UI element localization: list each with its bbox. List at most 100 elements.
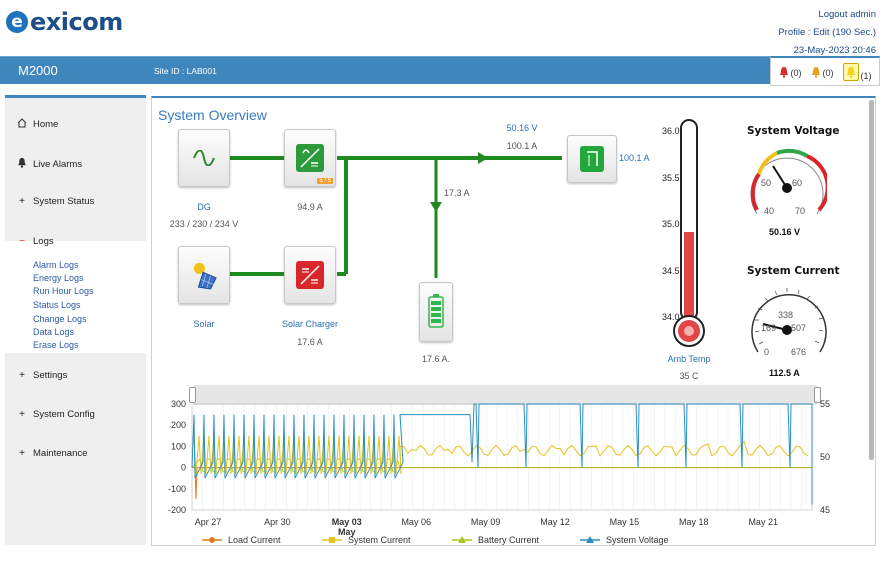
system-voltage-value: 50.16 V — [769, 227, 801, 237]
minor-alarm-indicator[interactable]: (1) — [842, 62, 872, 81]
x-tick-label: May — [338, 527, 356, 537]
bus-current: 100.1 A — [506, 141, 538, 151]
orange-bell-icon — [811, 66, 821, 78]
plus-icon: + — [19, 448, 25, 459]
sidebar-subitem-energy-logs[interactable]: Energy Logs — [33, 273, 84, 283]
x-tick-label: Apr 30 — [264, 517, 291, 527]
thermometer-fill — [684, 232, 694, 320]
x-tick-label: May 09 — [471, 517, 501, 527]
x-tick-label: May 06 — [401, 517, 431, 527]
sidebar-item-settings[interactable]: + Settings — [17, 370, 67, 381]
load-current: 100.1 A — [619, 153, 650, 163]
vertical-scrollbar[interactable] — [869, 100, 874, 460]
range-handle-right[interactable] — [814, 387, 821, 403]
sidebar-item-label: Live Alarms — [33, 158, 83, 170]
sidebar-subitem-alarm-logs[interactable]: Alarm Logs — [33, 260, 79, 270]
logout-link[interactable]: Logout admin — [818, 9, 876, 20]
temp-scale-tick: 36.0 — [662, 126, 680, 136]
sidebar-item-home[interactable]: Home — [17, 118, 58, 131]
plus-icon: + — [19, 409, 25, 420]
temp-scale-tick: 35.5 — [662, 173, 680, 183]
current-gauge-tick: 676 — [791, 347, 807, 357]
voltage-gauge-tick: 50 — [761, 178, 772, 188]
sidebar-subitem-status-logs[interactable]: Status Logs — [33, 300, 81, 310]
sidebar-subitem-change-logs[interactable]: Change Logs — [33, 314, 87, 324]
x-tick-label: Apr 27 — [195, 517, 222, 527]
voltage-gauge-tick: 70 — [795, 206, 806, 216]
thermometer — [673, 119, 705, 347]
logo-mark: e — [6, 11, 28, 33]
legend-marker — [458, 536, 466, 543]
y-tick-label: -100 — [168, 484, 186, 494]
legend-label: Battery Current — [478, 535, 540, 545]
temp-scale-tick: 34.5 — [662, 266, 680, 276]
red-bell-icon — [779, 66, 789, 78]
voltage-gauge — [750, 148, 827, 215]
voltage-gauge-tick: 60 — [792, 178, 803, 188]
sidebar-item-logs[interactable]: − Logs — [17, 236, 54, 247]
sidebar-item-maintenance[interactable]: + Maintenance — [17, 448, 87, 459]
rectifier-count-badge: 5 / 5 — [317, 178, 333, 184]
system-voltage-title: System Voltage — [747, 125, 840, 137]
x-tick-label: May 15 — [610, 517, 640, 527]
sidebar-subitem-run-hour-logs[interactable]: Run Hour Logs — [33, 286, 94, 296]
battery-flow-current: 17.3 A — [444, 188, 470, 198]
user-info: Logout admin Profile : Edit (190 Sec.) 2… — [778, 6, 876, 60]
minor-alarm-count: (1) — [860, 70, 872, 81]
major-alarm-count: (0) — [822, 67, 834, 78]
battery-current: 17.6 A. — [421, 354, 451, 364]
bus-voltage: 50.16 V — [506, 123, 538, 133]
series-system-current — [191, 435, 809, 474]
legend-marker — [209, 537, 215, 543]
x-tick-label: May 12 — [540, 517, 570, 527]
y-tick-label: 200 — [171, 420, 186, 430]
system-current-value: 112.5 A — [769, 368, 800, 378]
logs-submenu-bg — [5, 241, 146, 353]
y-right-tick-label: 50 — [820, 452, 830, 462]
power-flow-diagram — [229, 152, 562, 278]
page-title: System Overview — [158, 107, 267, 123]
series-system-voltage — [191, 403, 813, 505]
temp-scale-tick: 35.0 — [662, 219, 680, 229]
sidebar-item-system-config[interactable]: + System Config — [17, 409, 95, 420]
sidebar: Home Live Alarms + System Status − Logs … — [5, 95, 146, 545]
system-current-title: System Current — [747, 265, 840, 277]
load-tile[interactable] — [567, 135, 617, 183]
sidebar-subitem-erase-logs[interactable]: Erase Logs — [33, 340, 79, 350]
chart-range-navigator[interactable] — [189, 385, 821, 405]
sidebar-item-live-alarms[interactable]: Live Alarms — [17, 157, 82, 171]
critical-alarm-count: (0) — [790, 67, 802, 78]
sidebar-subitem-data-logs[interactable]: Data Logs — [33, 327, 75, 337]
battery-tile[interactable] — [419, 282, 453, 342]
current-gauge-tick: 507 — [791, 323, 807, 333]
sidebar-item-system-status[interactable]: + System Status — [17, 196, 94, 207]
plus-icon: + — [19, 370, 25, 381]
sidebar-item-label: System Config — [33, 409, 95, 420]
profile-edit-link[interactable]: Profile : Edit (190 Sec.) — [778, 27, 876, 38]
major-alarm-indicator[interactable]: (0) — [811, 66, 834, 78]
dg-tile[interactable] — [178, 129, 230, 187]
amb-temp-value: 35 C — [679, 371, 699, 381]
critical-alarm-indicator[interactable]: (0) — [779, 66, 802, 78]
minus-icon: − — [19, 236, 25, 247]
solar-charger-current: 17.6 A — [297, 337, 323, 347]
solar-tile[interactable] — [178, 246, 230, 304]
x-tick-label: May 03 — [332, 517, 362, 527]
rectifier-current: 94.9 A — [297, 202, 323, 212]
legend-label: System Current — [348, 535, 411, 545]
solar-charger-tile[interactable] — [284, 246, 336, 304]
sidebar-item-label: Home — [33, 119, 59, 130]
x-tick-label: May 18 — [679, 517, 709, 527]
sidebar-item-label: Maintenance — [33, 448, 88, 459]
system-overview-panel: System Overview DG 233 / 230 / 234 V 5 /… — [151, 96, 876, 546]
y-tick-label: 300 — [171, 399, 186, 409]
charger-icon — [296, 261, 324, 289]
legend-marker — [586, 536, 594, 543]
home-icon — [17, 118, 27, 131]
rectifier-tile[interactable]: 5 / 5 — [284, 129, 336, 187]
product-name: M2000 — [18, 63, 58, 78]
rectifier-icon — [296, 144, 324, 172]
logo-text: exicom — [30, 8, 123, 36]
range-handle-left[interactable] — [189, 387, 196, 403]
plus-icon: + — [19, 196, 25, 207]
